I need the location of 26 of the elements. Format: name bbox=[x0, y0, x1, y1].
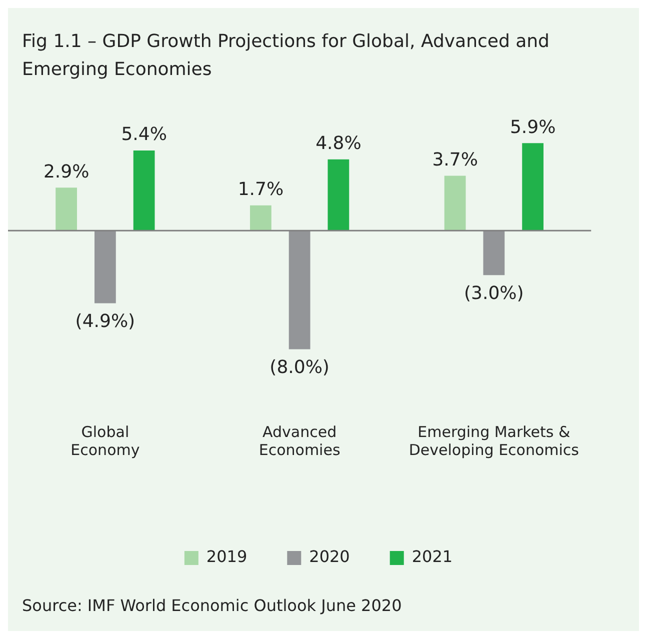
data-label: (8.0%) bbox=[270, 356, 330, 378]
chart-title: Fig 1.1 – GDP Growth Projections for Global, Advanced and Emerging Economies bbox=[22, 30, 550, 82]
bar bbox=[94, 230, 116, 304]
bar bbox=[288, 230, 310, 350]
data-label: 5.9% bbox=[510, 116, 556, 138]
data-label: 1.7% bbox=[238, 179, 284, 200]
data-label: 3.7% bbox=[432, 149, 478, 170]
bar bbox=[250, 205, 272, 231]
legend-label: 2019 bbox=[206, 547, 248, 566]
data-label: 4.8% bbox=[316, 133, 362, 154]
x-tick-label: Emerging Markets & Developing Economics bbox=[408, 422, 580, 459]
x-tick-label: Advanced Economies bbox=[258, 422, 340, 459]
legend-label: 2020 bbox=[309, 547, 350, 566]
data-label: (4.9%) bbox=[75, 310, 136, 332]
legend-label: 2021 bbox=[412, 547, 453, 566]
x-tick-label: Global Economy bbox=[70, 422, 140, 459]
data-label: 5.4% bbox=[121, 124, 167, 146]
data-label: (3.0%) bbox=[464, 282, 524, 304]
bar bbox=[56, 188, 77, 231]
bar bbox=[444, 176, 466, 231]
source-note: Source: IMF World Economic Outlook June 2020 bbox=[22, 596, 402, 615]
bar bbox=[328, 159, 350, 231]
bar bbox=[483, 230, 505, 276]
bar bbox=[522, 143, 544, 231]
data-label: 2.9% bbox=[43, 161, 90, 182]
bar bbox=[133, 150, 155, 231]
